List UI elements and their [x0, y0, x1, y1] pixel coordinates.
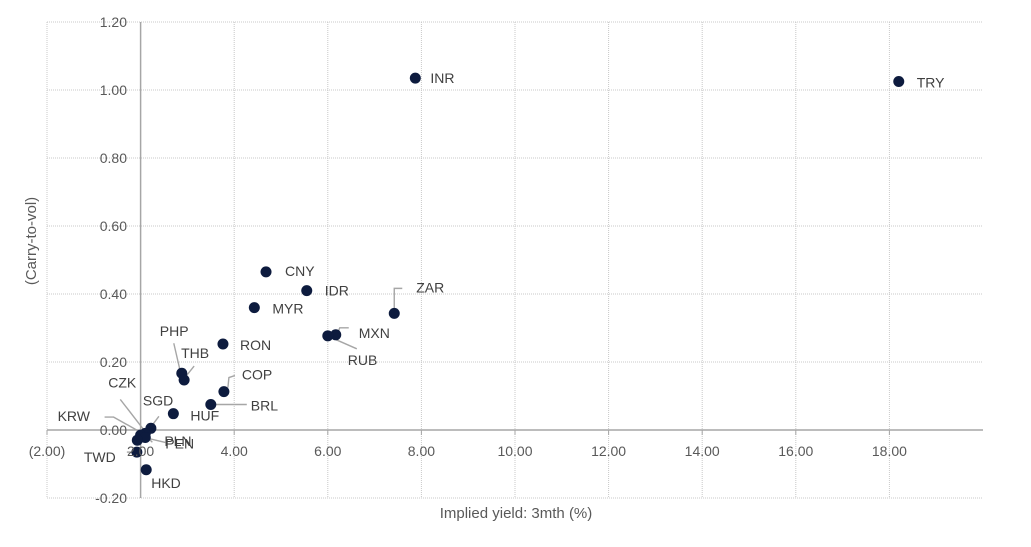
x-tick-label: 4.00: [221, 443, 248, 459]
point-myr: [248, 302, 260, 314]
point-brl: [205, 399, 217, 410]
point-zar: [388, 307, 400, 319]
y-tick-label: 1.20: [100, 14, 127, 30]
point-label-php: PHP: [160, 323, 189, 339]
point-label-cop: COP: [242, 367, 272, 383]
point-label-rub: RUB: [348, 352, 378, 368]
point-thb: [178, 374, 190, 386]
leader-line-zar: [393, 287, 403, 310]
x-tick-label: 16.00: [778, 443, 813, 459]
y-tick-label: 0.20: [100, 354, 127, 370]
point-label-idr: IDR: [325, 283, 349, 299]
leader-line-php: [173, 343, 181, 370]
leader-line-czk: [119, 398, 145, 431]
point-label-huf: HUF: [190, 408, 219, 424]
y-tick-label: -0.20: [95, 490, 127, 506]
leader-line-cop: [227, 374, 236, 388]
x-tick-label: 18.00: [872, 443, 907, 459]
point-label-pln: PLN: [164, 433, 191, 449]
tick-labels: (2.00) 2.00 4.00 6.00 8.00 10.00 12.00 14.00 16.…: [29, 14, 907, 506]
leader-line-krw: [104, 416, 139, 432]
point-label-try: TRY: [917, 75, 945, 91]
x-tick-label: 2.00: [127, 443, 154, 459]
point-label-krw: KRW: [58, 408, 91, 424]
data-points: [131, 72, 905, 476]
y-tick-label: 0.40: [100, 286, 127, 302]
x-tick-label: 8.00: [408, 443, 435, 459]
point-label-zar: ZAR: [416, 279, 444, 295]
point-labels: INR TRY CNY IDR ZAR MYR MXN RUB RON PHP THB COP BRL H…: [58, 70, 946, 491]
point-label-ron: RON: [240, 337, 271, 353]
y-tick-label: 1.00: [100, 82, 127, 98]
point-rub: [322, 330, 334, 342]
point-label-hkd: HKD: [151, 475, 181, 491]
x-tick-label: 12.00: [591, 443, 626, 459]
point-hkd: [140, 464, 152, 476]
x-tick-label: 14.00: [685, 443, 720, 459]
point-inr: [409, 72, 421, 84]
point-label-cny: CNY: [285, 263, 315, 279]
axes: [46, 22, 983, 498]
x-tick-label: 6.00: [314, 443, 341, 459]
point-twd: [131, 446, 143, 458]
x-axis-title: Implied yield: 3mth (%): [440, 505, 593, 522]
point-label-brl: BRL: [251, 398, 278, 414]
point-ron: [217, 338, 229, 350]
point-huf: [167, 408, 179, 420]
leader-line-sgd: [152, 415, 160, 425]
y-tick-label: 0.00: [100, 422, 127, 438]
y-tick-label: 0.80: [100, 150, 127, 166]
x-tick-label: (2.00): [29, 443, 66, 459]
point-cny: [260, 266, 272, 278]
y-tick-label: 0.60: [100, 218, 127, 234]
leader-line-pen: [148, 437, 166, 444]
point-label-czk: CZK: [108, 374, 137, 390]
grid: [46, 21, 983, 499]
point-label-myr: MYR: [272, 301, 303, 317]
y-axis-title: (Carry-to-vol): [23, 197, 40, 285]
point-label-inr: INR: [430, 70, 454, 86]
point-label-twd: TWD: [84, 449, 116, 465]
point-label-pen: PEN: [165, 435, 194, 451]
point-cop: [218, 386, 230, 398]
point-label-thb: THB: [181, 345, 209, 361]
point-label-sgd: SGD: [143, 392, 173, 408]
point-try: [893, 76, 905, 87]
leader-line-thb: [185, 365, 195, 377]
point-idr: [301, 285, 313, 297]
x-tick-label: 10.00: [497, 443, 532, 459]
point-label-mxn: MXN: [359, 325, 390, 341]
point-pln: [131, 434, 143, 446]
